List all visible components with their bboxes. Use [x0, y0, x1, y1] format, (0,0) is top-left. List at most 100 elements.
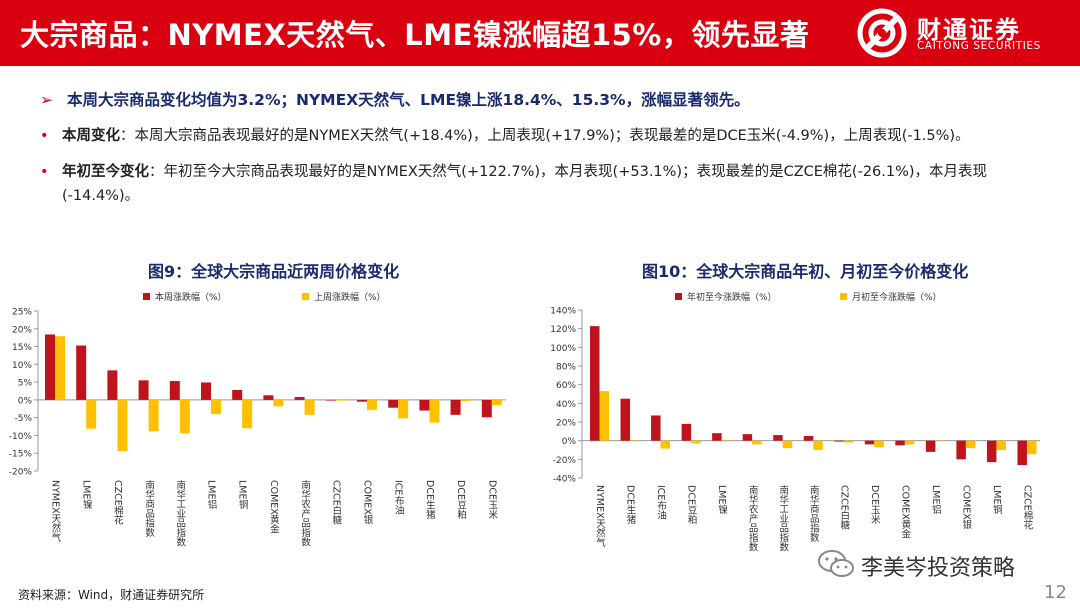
category-label: COMEX黄金: [899, 485, 911, 539]
header-bar: 大宗商品：NYMEX天然气、LME镍涨幅超15%，领先显著 财通证券 CAITO…: [0, 0, 1080, 66]
y-tick-label: -10%: [9, 432, 33, 442]
category-label: LME铜: [237, 480, 249, 510]
bar-yellow: [721, 440, 732, 442]
category-label: DCE豆粕: [686, 485, 698, 525]
category-label: 南华农产品指数: [299, 479, 311, 547]
bar-yellow: [935, 440, 945, 442]
bar-yellow: [691, 440, 701, 444]
bar-red: [590, 326, 600, 441]
bar-yellow: [996, 440, 1006, 450]
bar-red: [803, 436, 814, 441]
category-label: DCE玉米: [869, 485, 881, 525]
category-label: LME铝: [206, 480, 218, 510]
category-label: 南华工业品指数: [174, 479, 186, 547]
chart-fig9: 25% 20% 15% 10% 5% 0% -5% -10% -15% -20% NYMEX天然气 L…: [9, 291, 506, 547]
bullet-text: ：本周大宗商品表现最好的是NYMEX天然气(+18.4%)，上周表现(+17.9…: [120, 128, 970, 144]
page-title: 大宗商品：NYMEX天然气、LME镍涨幅超15%，领先显著: [20, 18, 810, 52]
y-tick-label: 10%: [12, 361, 32, 371]
y-tick-label: -20%: [9, 468, 33, 478]
category-label: 南华农产品指数: [747, 484, 759, 552]
bullet-label: 本周变化: [62, 128, 120, 144]
y-tick-label: 100%: [550, 344, 576, 354]
category-label: ICE布油: [393, 480, 405, 515]
category-label: CZCE白糖: [838, 485, 850, 531]
y-tick-label: 120%: [550, 325, 576, 335]
bar-yellow: [273, 399, 284, 407]
bar-red: [450, 399, 461, 415]
category-label: 南华商品指数: [808, 484, 820, 543]
bar-yellow: [304, 399, 315, 415]
bar-yellow: [965, 440, 976, 449]
bar-red: [357, 399, 367, 402]
bar-red: [169, 381, 180, 400]
bar-yellow: [55, 336, 65, 400]
summary-line: ➢ 本周大宗商品变化均值为3.2%；NYMEX天然气、LME镍上涨18.4%、15…: [40, 88, 1060, 110]
source-note: 资料来源：Wind，财通证券研究所: [18, 588, 205, 602]
y-tick-label: 40%: [556, 400, 576, 410]
y-tick-label: 25%: [12, 308, 32, 318]
legend-label: 年初至今涨跌幅（%）: [687, 291, 777, 303]
y-tick-label: -40%: [553, 475, 577, 485]
bar-yellow: [460, 399, 471, 401]
bar-yellow: [813, 440, 823, 450]
bar-red: [325, 399, 336, 401]
legend-label: 月初至今涨跌幅（%）: [852, 291, 942, 303]
bar-red: [107, 370, 118, 400]
bar-red: [45, 334, 55, 400]
y-tick-label: -5%: [14, 414, 32, 424]
category-label: DCE生猪: [424, 480, 436, 520]
category-label: CZCE棉花: [1021, 485, 1033, 531]
logo-text-cn: 财通证券: [917, 16, 1021, 44]
bar-yellow: [86, 399, 97, 429]
bar-red: [986, 440, 997, 463]
category-label: NYMEX天然气: [594, 485, 606, 547]
bar-yellow: [752, 440, 762, 445]
category-label: ICE布油: [655, 485, 667, 520]
bar-yellow: [398, 399, 409, 419]
bar-red: [620, 398, 631, 441]
bar-yellow: [242, 399, 253, 429]
summary-text: 本周大宗商品变化均值为3.2%；NYMEX天然气、LME镍上涨18.4%、15.…: [67, 91, 750, 109]
bar-red: [232, 389, 243, 400]
bar-red: [1017, 440, 1027, 466]
bar-yellow: [491, 399, 502, 406]
bar-yellow: [211, 399, 221, 415]
category-label: LME镍: [81, 480, 93, 510]
category-label: 南华工业品指数: [777, 484, 789, 552]
y-tick-label: 60%: [556, 381, 576, 391]
bullet-dot-icon: •: [40, 128, 49, 144]
y-tick-label: 15%: [12, 343, 32, 353]
bar-yellow: [335, 399, 346, 401]
bar-red: [76, 345, 87, 400]
y-tick-label: -15%: [9, 450, 33, 460]
caitong-logo-icon: [857, 8, 907, 58]
bar-yellow: [599, 391, 609, 441]
category-label: COMEX黄金: [268, 480, 280, 534]
legend-swatch: [302, 293, 309, 300]
bullet-ytd: • 年初至今变化：年初至今大宗商品表现最好的是NYMEX天然气(+122.7%)…: [40, 160, 1050, 208]
category-label: COMEX银: [960, 485, 972, 530]
category-label: DCE玉米: [486, 480, 498, 520]
wechat-icon: [818, 550, 854, 577]
bar-yellow: [904, 440, 915, 445]
page-number: 12: [1044, 582, 1067, 603]
bar-yellow: [367, 399, 377, 410]
y-tick-label: 140%: [550, 307, 576, 317]
bar-yellow: [117, 399, 128, 452]
bar-red: [201, 382, 211, 400]
y-tick-label: 80%: [556, 363, 576, 373]
bar-red: [681, 423, 692, 441]
category-label: NYMEX天然气: [50, 480, 62, 542]
bar-red: [834, 440, 844, 442]
bar-yellow: [148, 399, 159, 432]
bar-yellow: [782, 440, 793, 449]
bar-yellow: [660, 440, 671, 449]
y-tick-label: 0%: [562, 437, 577, 447]
category-label: DCE豆粕: [455, 480, 467, 520]
category-label: DCE生猪: [625, 485, 637, 525]
bar-red: [773, 435, 783, 441]
bar-red: [925, 440, 936, 452]
bar-red: [956, 440, 966, 460]
chart-title-fig9: 图9：全球大宗商品近两周价格变化: [148, 262, 400, 281]
chart-fig10: 140% 120% 100% 80% 60% 40% 20% 0% -20% -40% NYMEX天…: [550, 291, 1040, 552]
